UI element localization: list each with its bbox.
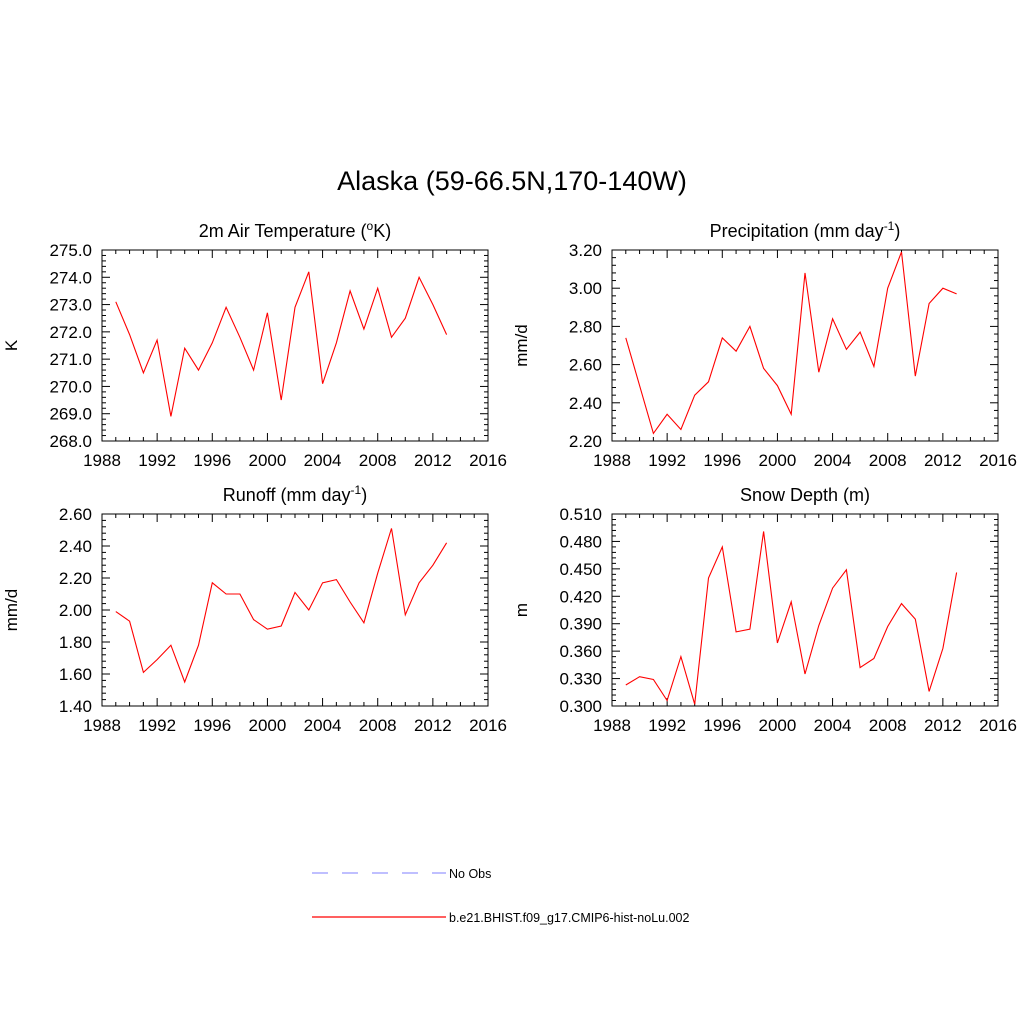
- series-line: [625, 251, 957, 435]
- y-tick-label: 2.20: [59, 569, 92, 588]
- x-tick-label: 1996: [703, 716, 741, 735]
- y-tick-label: 0.450: [559, 560, 602, 579]
- y-tick-label: 3.20: [569, 241, 602, 260]
- x-tick-label: 2004: [304, 716, 342, 735]
- figure-title: Alaska (59-66.5N,170-140W): [337, 166, 687, 196]
- y-tick-label: 2.60: [59, 505, 92, 524]
- y-tick-label: 1.40: [59, 697, 92, 716]
- panel-title: Precipitation (mm day-1): [710, 219, 901, 241]
- legend-label: No Obs: [449, 867, 491, 881]
- y-tick-label: 0.510: [559, 505, 602, 524]
- y-tick-label: 0.300: [559, 697, 602, 716]
- y-tick-label: 0.330: [559, 670, 602, 689]
- y-tick-label: 2.80: [569, 317, 602, 336]
- x-tick-label: 2012: [414, 716, 452, 735]
- x-tick-label: 2016: [979, 716, 1017, 735]
- panel-4: 1988 1992 1996 2000 2004 2008 2012 2016 0.300 0.3…: [512, 485, 1017, 735]
- plot-frame: [611, 513, 999, 707]
- panel-title: 2m Air Temperature (oK): [199, 219, 391, 241]
- legend-label: b.e21.BHIST.f09_g17.CMIP6-hist-noLu.002: [449, 911, 689, 925]
- x-tick-label: 1988: [593, 451, 631, 470]
- x-tick-label: 2000: [249, 451, 287, 470]
- x-tick-label: 2012: [414, 451, 452, 470]
- x-tick-label: 2000: [759, 716, 797, 735]
- y-tick-label: 0.480: [559, 532, 602, 551]
- series-line: [625, 531, 958, 705]
- y-tick-label: 268.0: [49, 432, 92, 451]
- x-tick-label: 1988: [83, 451, 121, 470]
- y-axis-label: m: [512, 603, 531, 617]
- x-tick-label: 1988: [593, 716, 631, 735]
- y-tick-label: 2.20: [569, 432, 602, 451]
- x-tick-label: 2008: [869, 451, 907, 470]
- plot-frame: [611, 249, 999, 442]
- panel-title: Runoff (mm day-1): [223, 483, 367, 505]
- y-tick-label: 3.00: [569, 279, 602, 298]
- panel-title-superscript: -1: [884, 219, 895, 233]
- x-tick-label: 2000: [759, 451, 797, 470]
- x-tick-label: 1992: [138, 451, 176, 470]
- x-tick-label: 1992: [648, 716, 686, 735]
- y-tick-label: 2.00: [59, 601, 92, 620]
- panel-title-superscript: o: [367, 219, 374, 233]
- y-tick-label: 0.390: [559, 615, 602, 634]
- y-tick-label: 0.420: [559, 587, 602, 606]
- plot-frame: [101, 249, 489, 442]
- panel-3: 1988 1992 1996 2000 2004 2008 2012 2016 1.40 1.60…: [2, 483, 507, 735]
- x-tick-label: 2004: [814, 451, 852, 470]
- x-tick-label: 1992: [138, 716, 176, 735]
- x-tick-label: 2004: [814, 716, 852, 735]
- panel-title-superscript: -1: [351, 483, 362, 497]
- y-tick-label: 272.0: [49, 323, 92, 342]
- panel-title-suffix: K): [373, 221, 391, 241]
- panel-title: Snow Depth (m): [740, 485, 870, 505]
- x-tick-label: 1996: [193, 451, 231, 470]
- y-axis-label: mm/d: [512, 324, 531, 367]
- y-axis-label: mm/d: [2, 589, 21, 632]
- legend: No Obs b.e21.BHIST.f09_g17.CMIP6-hist-noL…: [312, 867, 689, 925]
- y-tick-label: 275.0: [49, 241, 92, 260]
- y-tick-label: 2.40: [569, 394, 602, 413]
- x-tick-label: 2000: [249, 716, 287, 735]
- y-tick-label: 270.0: [49, 377, 92, 396]
- y-tick-label: 274.0: [49, 268, 92, 287]
- panel-1: 1988 1992 1996 2000 2004 2008 2012 2016 268.0 269…: [2, 219, 507, 470]
- plot-frame: [101, 513, 489, 707]
- series-line: [115, 271, 448, 417]
- y-tick-label: 273.0: [49, 296, 92, 315]
- x-tick-label: 2016: [469, 451, 507, 470]
- series-line: [115, 528, 448, 684]
- x-tick-label: 1988: [83, 716, 121, 735]
- x-tick-label: 2012: [924, 451, 962, 470]
- x-tick-label: 2016: [469, 716, 507, 735]
- panel-title-text: Snow Depth (m): [740, 485, 870, 505]
- panel-2: 1988 1992 1996 2000 2004 2008 2012 2016 2.20 2.40…: [512, 219, 1017, 470]
- panel-title-text: Runoff (mm day: [223, 485, 351, 505]
- x-tick-label: 1996: [703, 451, 741, 470]
- panel-title-text: 2m Air Temperature (: [199, 221, 367, 241]
- x-tick-label: 2012: [924, 716, 962, 735]
- x-tick-label: 1992: [648, 451, 686, 470]
- panel-title-suffix: ): [894, 221, 900, 241]
- y-tick-label: 2.40: [59, 537, 92, 556]
- y-tick-label: 0.360: [559, 642, 602, 661]
- panel-title-text: Precipitation (mm day: [710, 221, 884, 241]
- x-tick-label: 2008: [359, 451, 397, 470]
- x-tick-label: 2016: [979, 451, 1017, 470]
- y-tick-label: 1.60: [59, 665, 92, 684]
- y-tick-label: 269.0: [49, 405, 92, 424]
- x-tick-label: 2008: [359, 716, 397, 735]
- y-tick-label: 271.0: [49, 350, 92, 369]
- x-tick-label: 2008: [869, 716, 907, 735]
- y-tick-label: 1.80: [59, 633, 92, 652]
- x-tick-label: 2004: [304, 451, 342, 470]
- panel-title-suffix: ): [361, 485, 367, 505]
- y-axis-label: K: [2, 339, 21, 351]
- y-tick-label: 2.60: [569, 356, 602, 375]
- x-tick-label: 1996: [193, 716, 231, 735]
